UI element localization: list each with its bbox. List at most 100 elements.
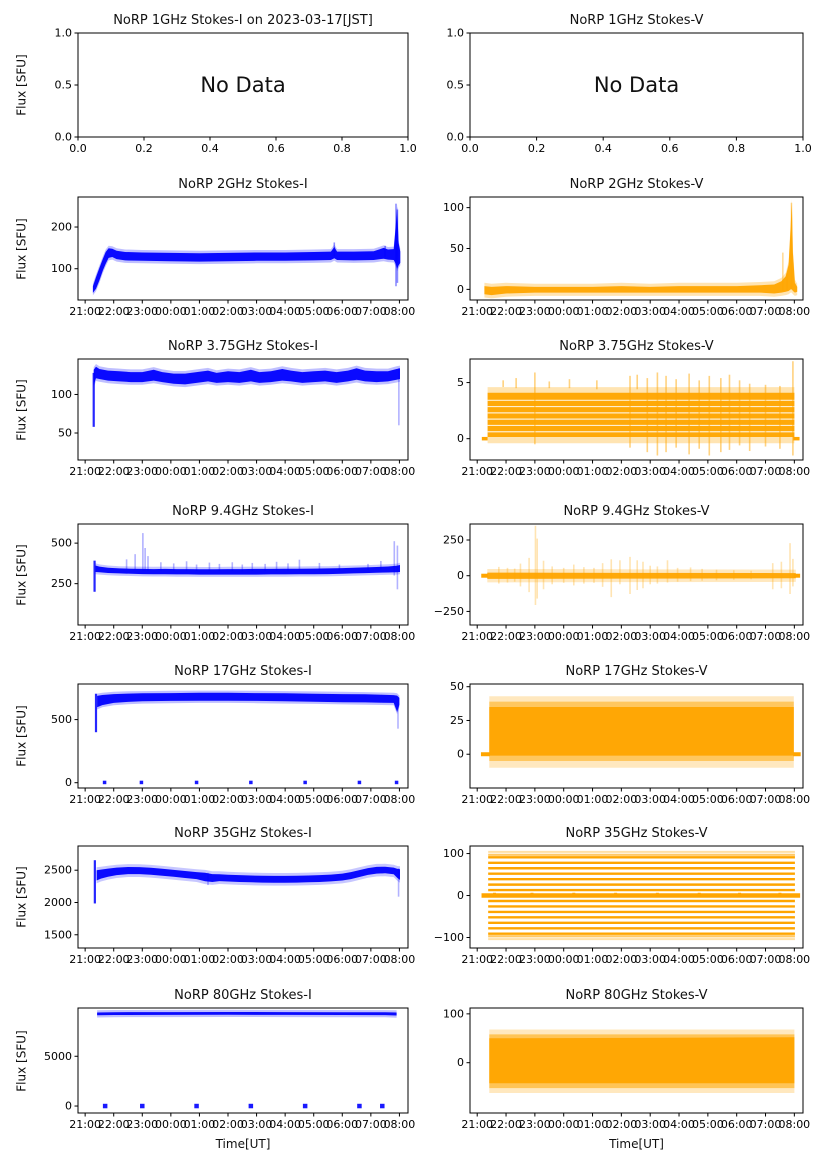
svg-text:22:00: 22:00 [490, 953, 522, 966]
svg-text:100: 100 [51, 262, 72, 275]
subplot-title: NoRP 3.75GHz Stokes-I [167, 339, 319, 354]
svg-text:05:00: 05:00 [692, 793, 724, 806]
svg-text:22:00: 22:00 [490, 1118, 522, 1131]
svg-text:04:00: 04:00 [663, 1118, 695, 1131]
plot-area: 21:0022:0023:0000:0001:0002:0003:0004:00… [51, 358, 415, 478]
subplot-title: NoRP 35GHz Stokes-V [565, 826, 708, 841]
subplot-norp-17ghz-stokes-i: NoRP 17GHz Stokes-I Flux [SFU] 21:00 22:0… [15, 664, 415, 806]
svg-text:02:00: 02:00 [212, 953, 244, 966]
svg-text:06:00: 06:00 [721, 953, 753, 966]
svg-text:08:00: 08:00 [384, 793, 416, 806]
svg-text:5: 5 [457, 376, 464, 389]
svg-text:22:00: 22:00 [98, 305, 130, 318]
svg-text:05:00: 05:00 [692, 305, 724, 318]
svg-text:02:00: 02:00 [212, 1118, 244, 1131]
svg-text:03:00: 03:00 [241, 793, 273, 806]
svg-text:0: 0 [457, 569, 464, 582]
svg-text:1.0: 1.0 [794, 142, 812, 155]
subplot-title: NoRP 2GHz Stokes-I [178, 177, 308, 192]
svg-text:04:00: 04:00 [663, 305, 695, 318]
svg-text:01:00: 01:00 [184, 465, 216, 478]
svg-text:0.4: 0.4 [201, 142, 219, 155]
svg-text:23:00: 23:00 [126, 1118, 158, 1131]
subplot-norp-80ghz-stokes-i: NoRP 80GHz Stokes-I Flux [SFU] 21:00 22:0… [15, 988, 415, 1151]
svg-text:0: 0 [65, 1100, 72, 1113]
y-axis-label: Flux [SFU] [15, 866, 29, 928]
svg-text:07:00: 07:00 [355, 305, 387, 318]
y-axis-label [406, 33, 422, 137]
svg-text:23:00: 23:00 [519, 793, 551, 806]
subplot-title: NoRP 2GHz Stokes-V [569, 177, 704, 192]
svg-text:01:00: 01:00 [184, 953, 216, 966]
y-axis-label [406, 197, 422, 300]
y-axis-label: Flux [SFU] [15, 1029, 29, 1092]
svg-text:500: 500 [51, 537, 72, 550]
svg-text:0.8: 0.8 [333, 142, 351, 155]
y-axis-label: Flux [SFU] [15, 378, 29, 441]
svg-text:22:00: 22:00 [490, 465, 522, 478]
svg-text:00:00: 00:00 [155, 953, 187, 966]
svg-text:23:00: 23:00 [126, 793, 158, 806]
svg-text:07:00: 07:00 [355, 793, 387, 806]
plot-area: 0.0 0.2 0.4 0.6 0.8 1.0 0.0 0.5 1.0 [55, 27, 417, 156]
svg-text:0.6: 0.6 [661, 142, 679, 155]
svg-text:06:00: 06:00 [721, 465, 753, 478]
svg-text:25: 25 [450, 714, 464, 727]
svg-text:08:00: 08:00 [778, 793, 810, 806]
svg-text:01:00: 01:00 [577, 630, 609, 643]
svg-text:22:00: 22:00 [98, 793, 130, 806]
subplot-norp-1ghz-stokes-i-on-2023-03-17-jst: NoRP 1GHz Stokes-I on 2023-03-17[JST] Fl… [15, 13, 417, 156]
svg-text:06:00: 06:00 [721, 1118, 753, 1131]
subplot-norp-35ghz-stokes-i: NoRP 35GHz Stokes-I Flux [SFU] 21:00 22:0… [15, 826, 415, 966]
plot-area: 21:0022:0023:0000:0001:0002:0003:0004:00… [450, 680, 810, 806]
svg-text:50: 50 [450, 680, 464, 693]
svg-text:01:00: 01:00 [577, 1118, 609, 1131]
svg-text:0: 0 [457, 1056, 464, 1069]
svg-text:21:00: 21:00 [69, 630, 101, 643]
svg-text:08:00: 08:00 [384, 953, 416, 966]
svg-text:05:00: 05:00 [298, 465, 330, 478]
svg-text:08:00: 08:00 [778, 1118, 810, 1131]
svg-text:03:00: 03:00 [634, 953, 666, 966]
svg-text:22:00: 22:00 [490, 305, 522, 318]
svg-text:23:00: 23:00 [126, 953, 158, 966]
svg-text:00:00: 00:00 [155, 630, 187, 643]
svg-text:06:00: 06:00 [721, 305, 753, 318]
subplot-title: NoRP 9.4GHz Stokes-I [172, 504, 314, 519]
subplot-norp-80ghz-stokes-v: NoRP 80GHz Stokes-V 21:00 22:00 23:00 00:00… [443, 988, 810, 1151]
svg-text:21:00: 21:00 [69, 465, 101, 478]
svg-text:21:00: 21:00 [461, 305, 493, 318]
svg-text:0.8: 0.8 [728, 142, 746, 155]
y-axis-label [406, 1008, 422, 1113]
svg-text:200: 200 [51, 221, 72, 234]
y-axis-label [406, 684, 422, 788]
svg-text:07:00: 07:00 [750, 465, 782, 478]
svg-text:23:00: 23:00 [519, 305, 551, 318]
svg-text:00:00: 00:00 [155, 793, 187, 806]
svg-text:02:00: 02:00 [606, 465, 638, 478]
plot-area: 21:0022:0023:0000:0001:0002:0003:0004:00… [434, 845, 810, 966]
svg-text:03:00: 03:00 [241, 305, 273, 318]
svg-text:05:00: 05:00 [692, 953, 724, 966]
svg-text:21:00: 21:00 [69, 793, 101, 806]
svg-text:03:00: 03:00 [634, 305, 666, 318]
svg-text:04:00: 04:00 [269, 953, 301, 966]
svg-text:23:00: 23:00 [126, 465, 158, 478]
svg-text:01:00: 01:00 [184, 630, 216, 643]
svg-text:05:00: 05:00 [298, 953, 330, 966]
svg-text:100: 100 [443, 201, 464, 214]
svg-text:01:00: 01:00 [577, 953, 609, 966]
svg-text:100: 100 [443, 847, 464, 860]
plot-area: 21:0022:0023:0000:0001:0002:0003:0004:00… [434, 523, 810, 643]
svg-text:08:00: 08:00 [384, 465, 416, 478]
svg-text:21:00: 21:00 [69, 305, 101, 318]
svg-text:0.4: 0.4 [594, 142, 612, 155]
y-axis-label: Flux [SFU] [15, 543, 29, 606]
svg-text:01:00: 01:00 [184, 305, 216, 318]
svg-text:21:00: 21:00 [461, 1118, 493, 1131]
y-axis-label: Flux [SFU] [15, 54, 29, 116]
subplot-title: NoRP 17GHz Stokes-V [565, 664, 708, 679]
subplot-norp-2ghz-stokes-i: NoRP 2GHz Stokes-I Flux [SFU] 21:00 22:00… [15, 177, 415, 318]
svg-text:5000: 5000 [44, 1050, 72, 1063]
svg-text:02:00: 02:00 [212, 793, 244, 806]
